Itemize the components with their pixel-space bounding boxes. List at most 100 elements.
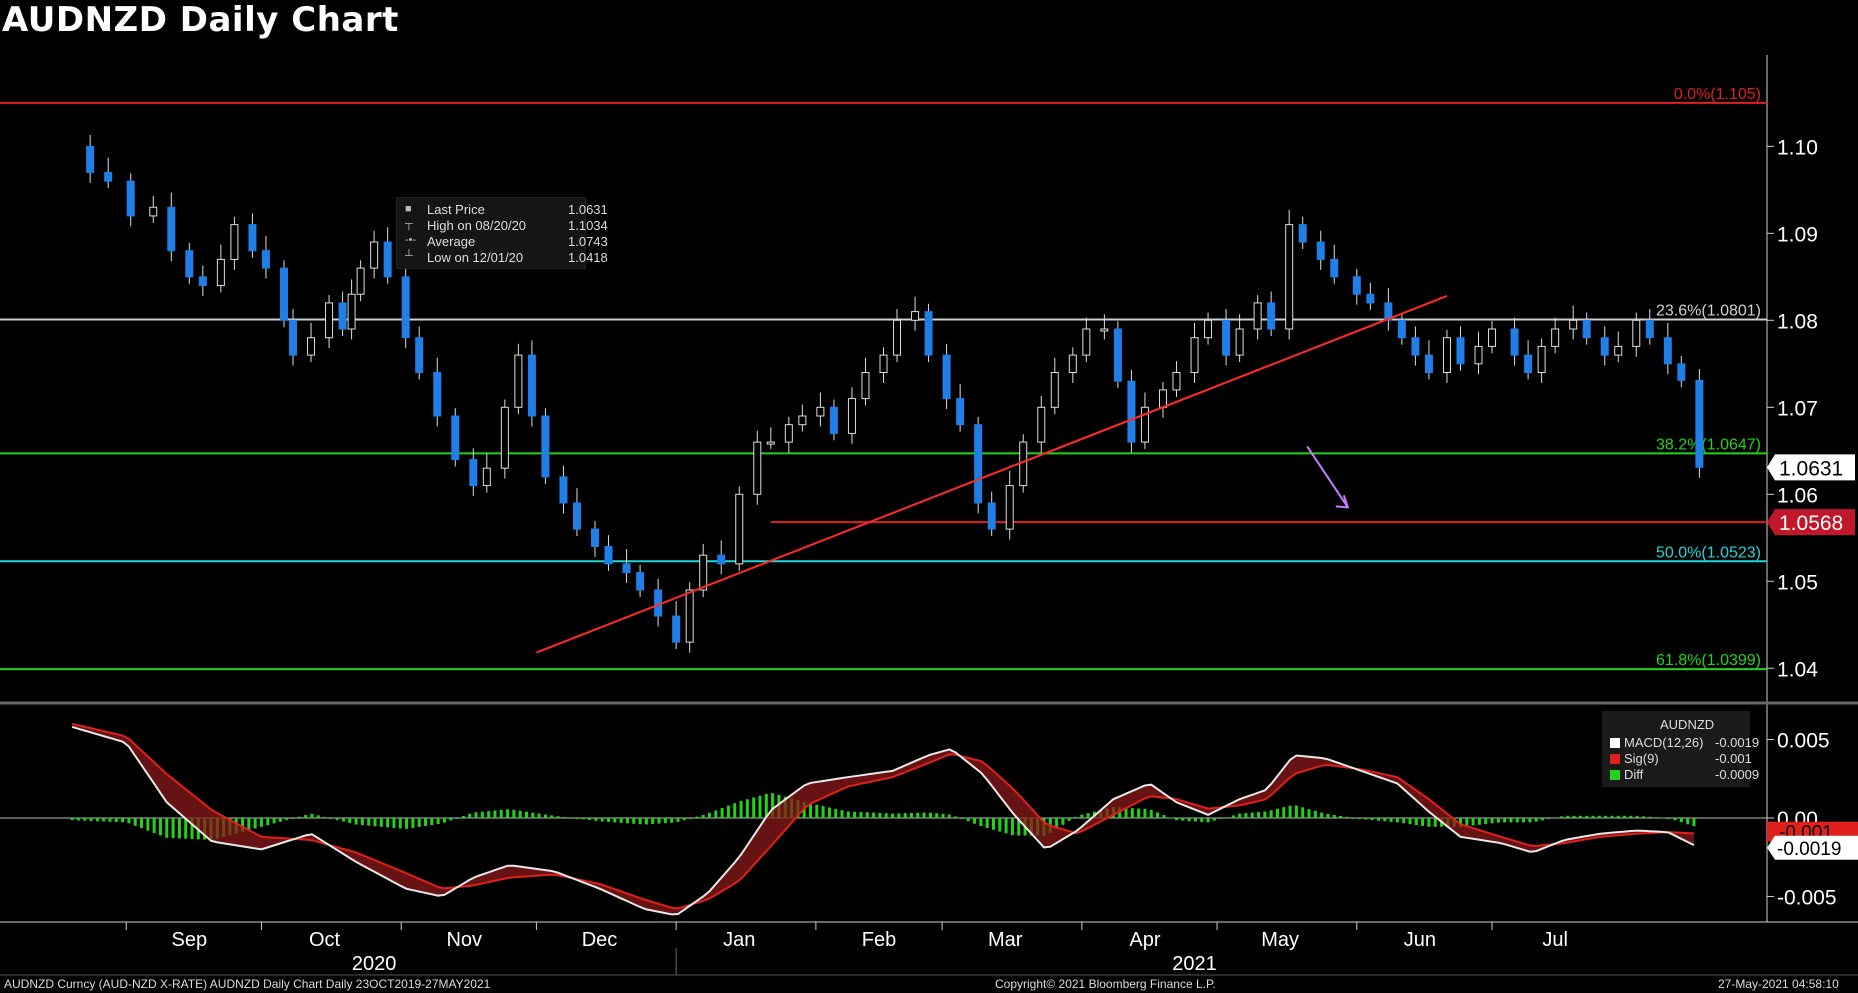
macd-histogram-bar <box>1383 817 1387 822</box>
macd-histogram-bar <box>367 817 371 826</box>
candle-down <box>383 241 392 278</box>
macd-histogram-bar <box>461 815 465 818</box>
macd-histogram-bar <box>1187 817 1191 822</box>
macd-value-badge <box>1767 835 1858 860</box>
candle-up <box>735 493 744 565</box>
month-label: Feb <box>862 929 896 951</box>
macd-histogram-bar <box>1641 816 1645 818</box>
candle-up <box>1474 345 1483 365</box>
macd-histogram-bar <box>1496 817 1500 823</box>
macd-histogram-bar <box>1629 815 1633 818</box>
macd-histogram-bar <box>632 817 636 824</box>
candle-down <box>1298 224 1307 243</box>
macd-histogram-bar <box>1282 807 1286 818</box>
macd-histogram-bar <box>524 811 528 818</box>
macd-legend-title: AUDNZD <box>1660 717 1715 732</box>
candle-down <box>433 372 442 417</box>
macd-histogram-bar <box>682 817 686 821</box>
macd-histogram-bar <box>543 814 547 818</box>
macd-histogram-bar <box>102 817 106 822</box>
candle-up <box>1100 328 1109 332</box>
candle-down <box>1316 241 1325 260</box>
macd-histogram-bar <box>758 795 762 818</box>
macd-histogram-bar <box>1541 817 1545 821</box>
macd-histogram-bar <box>259 817 263 827</box>
macd-histogram-bar <box>253 817 257 829</box>
macd-histogram-bar <box>1149 809 1153 818</box>
support-price-badge <box>1767 509 1855 536</box>
month-label: Sep <box>172 929 208 951</box>
candle-down <box>541 415 550 478</box>
month-label: Dec <box>582 929 618 951</box>
macd-histogram-bar <box>651 817 655 825</box>
macd-histogram-bar <box>1193 817 1197 822</box>
macd-legend-signal: Sig(9) <box>1610 751 1659 766</box>
macd-histogram-bar <box>726 805 730 818</box>
macd-histogram-bar <box>1231 815 1235 818</box>
macd-histogram-bar <box>891 813 895 818</box>
macd-histogram-bar <box>133 817 137 826</box>
macd-histogram-bar <box>1004 817 1008 834</box>
macd-histogram-bar <box>1124 807 1128 818</box>
macd-histogram-bar <box>1200 817 1204 822</box>
month-label: Oct <box>309 929 341 951</box>
macd-histogram-bar <box>1427 817 1431 827</box>
macd-histogram-bar <box>720 808 724 818</box>
candle-up <box>482 467 491 487</box>
fib-level-label: 38.2%(1.0647) <box>1656 436 1761 453</box>
candle-down <box>1510 328 1519 356</box>
candle-down <box>1366 293 1375 304</box>
candle-up <box>893 319 902 356</box>
footer-timestamp: 27-May-2021 04:58:10 <box>1718 977 1839 991</box>
macd-histogram-bar <box>954 816 958 818</box>
macd-histogram-bar <box>83 817 87 821</box>
macd-histogram-bar <box>499 809 503 818</box>
macd-histogram-bar <box>1553 817 1557 819</box>
candle-up <box>1158 389 1167 408</box>
macd-histogram-bar <box>834 808 838 818</box>
fib-level-label: 61.8%(1.0399) <box>1656 652 1761 669</box>
macd-histogram-bar <box>1250 812 1254 818</box>
candle-up <box>766 441 775 445</box>
month-label: Jan <box>723 929 755 951</box>
candle-down <box>924 311 933 356</box>
macd-histogram-bar <box>1067 817 1071 821</box>
macd-histogram-bar <box>1547 817 1551 819</box>
candle-down <box>622 563 631 574</box>
candle-up <box>699 554 708 591</box>
macd-histogram-bar <box>916 812 920 818</box>
candle-down <box>185 250 194 278</box>
y-tick-label: 1.04 <box>1777 658 1818 681</box>
macd-histogram-bar <box>947 814 951 818</box>
macd-histogram-bar <box>1503 817 1507 823</box>
macd-histogram-bar <box>663 817 667 824</box>
candle-down <box>1645 319 1654 339</box>
candle-up <box>753 441 762 495</box>
macd-histogram-bar <box>1130 808 1134 818</box>
candle-up <box>1442 337 1451 373</box>
macd-histogram-bar <box>1477 817 1481 825</box>
macd-histogram-bar <box>1484 817 1488 825</box>
month-label: May <box>1261 929 1299 951</box>
macd-histogram-bar <box>449 817 453 821</box>
macd-histogram-bar <box>979 817 983 827</box>
macd-histogram-bar <box>1206 817 1210 823</box>
macd-histogram-bar <box>304 815 308 818</box>
macd-histogram-bar <box>1017 817 1021 836</box>
candle-down <box>672 615 681 643</box>
macd-histogram-bar <box>1010 817 1014 836</box>
macd-histogram-bar <box>430 817 434 825</box>
macd-histogram-bar <box>594 817 598 821</box>
macd-histogram-bar <box>531 812 535 818</box>
legend-high: High on 08/20/20 1.1034 <box>427 218 608 233</box>
macd-histogram-bar <box>973 817 977 824</box>
macd-histogram-bar <box>1061 817 1065 825</box>
candle-up <box>1253 302 1262 330</box>
candle-up <box>514 354 523 408</box>
macd-histogram-bar <box>1465 817 1469 827</box>
macd-histogram-bar <box>1263 811 1267 818</box>
macd-signal-line <box>71 722 1695 910</box>
candle-down <box>279 267 288 321</box>
candle-down <box>86 145 95 173</box>
macd-histogram-bar <box>625 817 629 824</box>
